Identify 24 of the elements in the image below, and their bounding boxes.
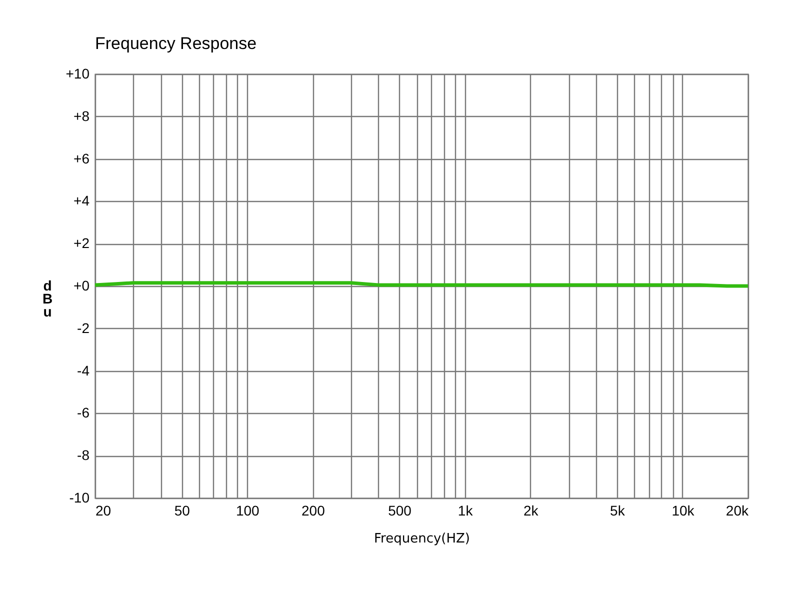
x-tick-label: 1k <box>458 502 474 518</box>
y-tick-label: -2 <box>77 320 90 336</box>
x-tick-label: 10k <box>672 502 696 518</box>
x-tick-label: 20k <box>726 502 750 518</box>
y-tick-label: +4 <box>74 192 90 209</box>
x-axis-title: Frequency(HZ) <box>374 532 470 546</box>
y-tick-label: +0 <box>74 278 90 294</box>
x-tick-label: 200 <box>301 502 326 518</box>
y-tick-label: +2 <box>74 235 90 252</box>
x-tick-label: 5k <box>610 502 626 518</box>
y-axis-title: dBu <box>42 278 53 320</box>
y-tick-label: -6 <box>77 404 90 421</box>
x-tick-label: 2k <box>523 502 540 518</box>
y-tick-label: +6 <box>74 150 90 166</box>
chart-title: Frequency Response <box>95 34 257 53</box>
y-tick-label: -10 <box>69 490 90 506</box>
y-tick-label: -8 <box>77 447 90 464</box>
x-tick-label: 20 <box>96 502 112 518</box>
x-tick-label: 100 <box>236 502 260 518</box>
x-tick-label: 500 <box>388 502 412 518</box>
y-tick-label: -4 <box>77 362 90 378</box>
x-tick-label: 50 <box>174 502 190 518</box>
y-tick-label: +10 <box>66 66 90 82</box>
y-tick-label: +8 <box>74 108 90 124</box>
